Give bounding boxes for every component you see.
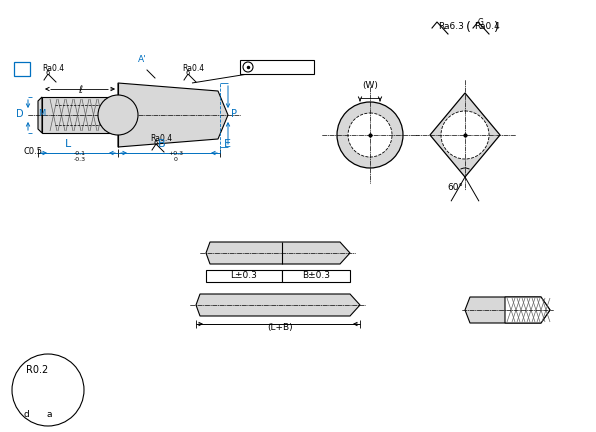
Polygon shape bbox=[196, 294, 360, 316]
Circle shape bbox=[348, 113, 392, 157]
Circle shape bbox=[98, 95, 138, 135]
Circle shape bbox=[337, 102, 403, 168]
Text: G: G bbox=[478, 18, 484, 27]
Text: B±0.3: B±0.3 bbox=[302, 271, 330, 280]
Text: P: P bbox=[231, 109, 237, 119]
Bar bbox=[14, 62, 30, 76]
Bar bbox=[240, 60, 314, 74]
Text: A': A' bbox=[138, 55, 146, 64]
Polygon shape bbox=[42, 97, 118, 133]
Text: Ra0.4: Ra0.4 bbox=[150, 134, 172, 143]
Circle shape bbox=[243, 62, 253, 72]
Text: (: ( bbox=[466, 21, 471, 34]
Circle shape bbox=[441, 111, 489, 159]
Text: ℓ: ℓ bbox=[78, 85, 82, 95]
Polygon shape bbox=[430, 93, 500, 177]
Text: Ra6.3: Ra6.3 bbox=[438, 22, 464, 31]
Text: M: M bbox=[38, 109, 46, 118]
Text: D: D bbox=[16, 109, 24, 119]
Text: B: B bbox=[158, 139, 166, 149]
Text: 6: 6 bbox=[185, 70, 190, 76]
Text: E: E bbox=[224, 139, 231, 149]
Text: R0.2: R0.2 bbox=[26, 365, 48, 375]
Polygon shape bbox=[465, 297, 550, 323]
Polygon shape bbox=[38, 97, 42, 133]
Circle shape bbox=[12, 354, 84, 426]
Text: -0.1
-0.3: -0.1 -0.3 bbox=[74, 151, 86, 162]
Bar bbox=[206, 270, 282, 282]
Text: Ra0.4: Ra0.4 bbox=[42, 64, 64, 73]
Polygon shape bbox=[206, 242, 350, 264]
Text: a: a bbox=[46, 410, 52, 419]
Text: L: L bbox=[65, 139, 71, 149]
Text: L±0.3: L±0.3 bbox=[231, 271, 257, 280]
Text: Ra0.4: Ra0.4 bbox=[182, 64, 204, 73]
Text: ): ) bbox=[494, 21, 499, 34]
Text: 60°: 60° bbox=[447, 183, 463, 192]
Text: A: A bbox=[18, 63, 25, 73]
Text: φ0.01: φ0.01 bbox=[258, 62, 284, 71]
Text: C0.5: C0.5 bbox=[24, 147, 43, 156]
Text: (L+B): (L+B) bbox=[267, 323, 293, 332]
Text: 6: 6 bbox=[45, 70, 49, 76]
Polygon shape bbox=[505, 297, 550, 323]
Polygon shape bbox=[118, 83, 228, 147]
Text: d: d bbox=[23, 410, 29, 419]
Text: Ra0.4: Ra0.4 bbox=[474, 22, 500, 31]
Bar bbox=[282, 270, 350, 282]
Text: A: A bbox=[297, 62, 303, 71]
Text: (W): (W) bbox=[362, 81, 378, 90]
Text: +0.3
   0: +0.3 0 bbox=[168, 151, 183, 162]
Text: 6: 6 bbox=[153, 140, 157, 146]
